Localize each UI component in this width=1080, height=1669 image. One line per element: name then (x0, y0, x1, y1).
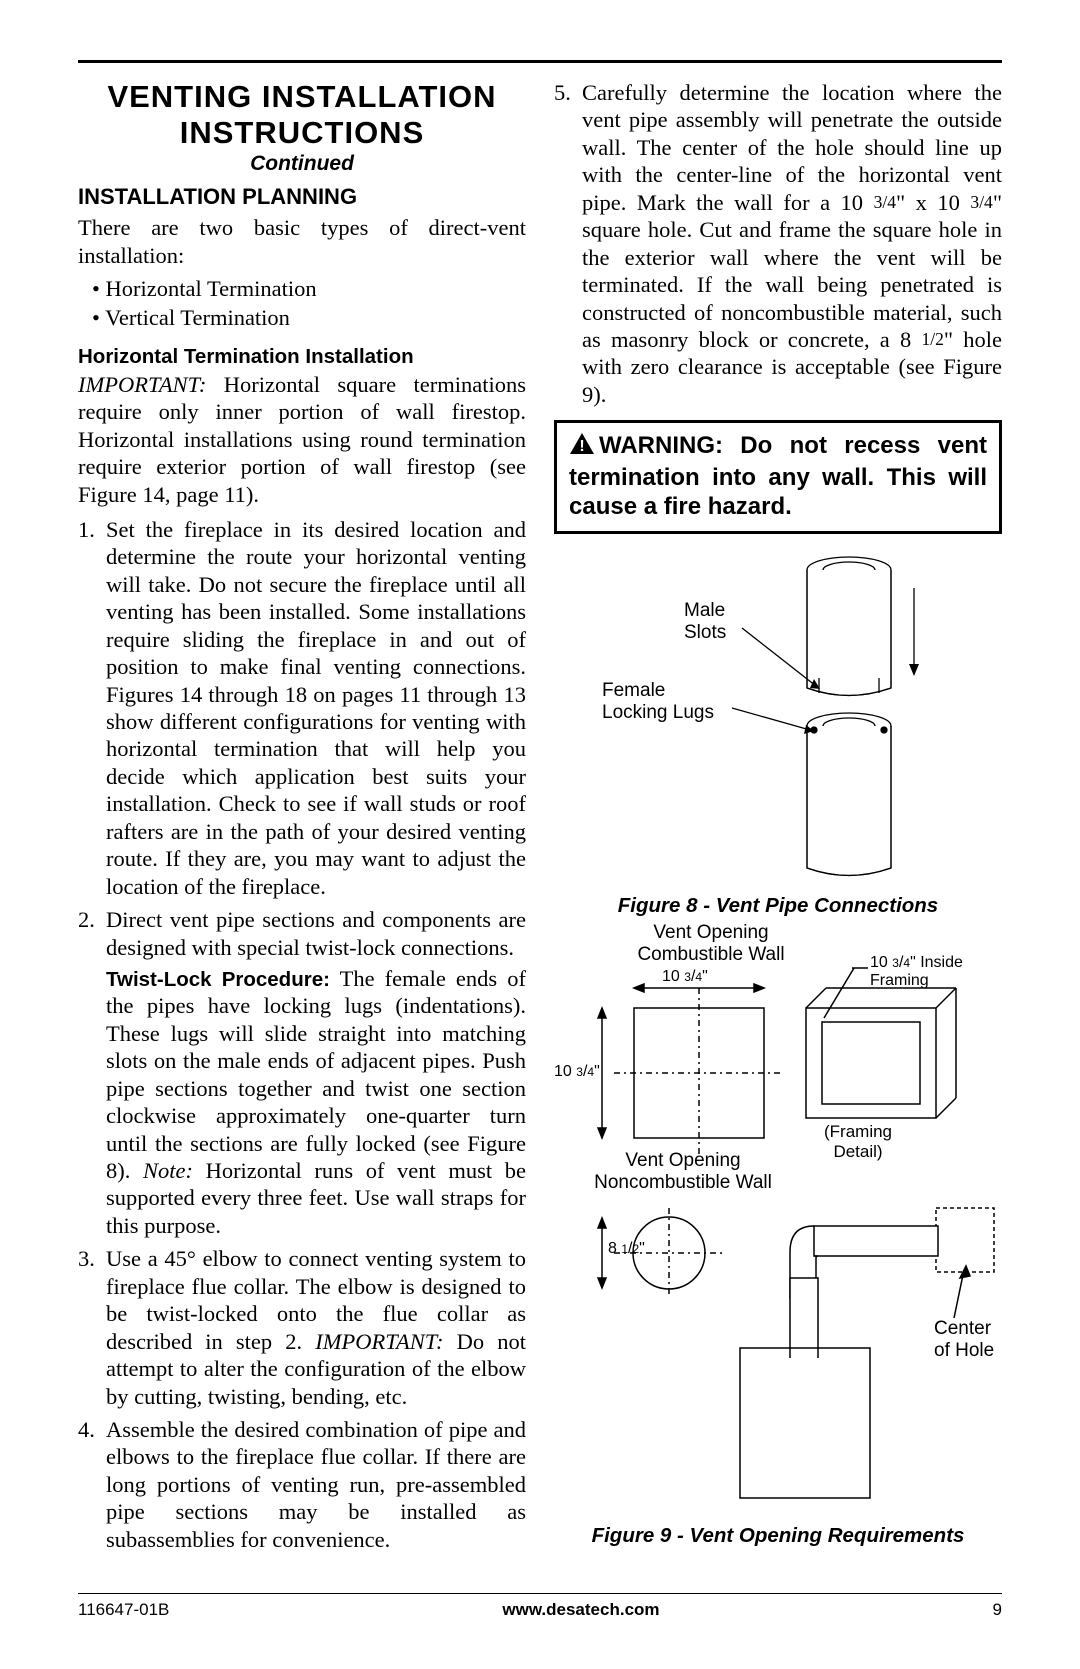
twist-lock-text: The female ends of the pipes have lockin… (106, 966, 526, 1183)
important-label: IMPORTANT: (78, 372, 206, 397)
page: VENTING INSTALLATION INSTRUCTIONS Contin… (78, 60, 1002, 1620)
step-2-lead: Direct vent pipe sections and components… (106, 907, 526, 959)
bullet-horizontal: Horizontal Termination (92, 275, 526, 304)
label-center-of-hole: Center of Hole (934, 1318, 994, 1362)
label-vent-opening-combustible: Vent Opening Combustible Wall (626, 922, 796, 966)
page-footer: 116647-01B www.desatech.com 9 (78, 1593, 1002, 1620)
heading-line-2: INSTRUCTIONS (78, 115, 526, 151)
label-male-slots: Male Slots (684, 600, 726, 644)
step-3-important-label: IMPORTANT: (315, 1329, 443, 1354)
horizontal-termination-heading: Horizontal Termination Installation (78, 345, 526, 369)
label-female-lugs: Female Locking Lugs (602, 680, 714, 724)
label-dim-10-34-top: 10 3/4" (662, 968, 708, 986)
planning-heading: INSTALLATION PLANNING (78, 184, 526, 210)
warning-triangle-icon: ! (569, 432, 595, 462)
main-heading: VENTING INSTALLATION INSTRUCTIONS (78, 79, 526, 150)
step-5-dim-2: 3/4 (970, 192, 992, 212)
installation-steps: Set the fireplace in its desired locatio… (78, 516, 526, 1553)
label-dim-10-34-left: 10 3/4" (554, 1063, 600, 1081)
important-note: IMPORTANT: Horizontal square termination… (78, 371, 526, 508)
footer-doc-id: 116647-01B (78, 1600, 169, 1620)
step-4: Assemble the desired combination of pipe… (78, 1416, 526, 1553)
heading-line-1: VENTING INSTALLATION (78, 79, 526, 115)
note-label: Note: (143, 1158, 193, 1183)
footer-page-number: 9 (993, 1600, 1002, 1620)
two-column-layout: VENTING INSTALLATION INSTRUCTIONS Contin… (78, 79, 1002, 1559)
svg-text:!: ! (579, 438, 584, 455)
figure-8: Male Slots Female Locking Lugs (554, 548, 1002, 888)
twist-lock-procedure: Twist-Lock Procedure: The female ends of… (106, 965, 526, 1239)
figure-9: Vent Opening Combustible Wall 10 3/4" 10… (554, 918, 1002, 1518)
step-5-dim-3: 1/2 (921, 329, 943, 349)
step-5-b: " x 10 (896, 190, 970, 215)
step-1: Set the fireplace in its desired locatio… (78, 516, 526, 900)
step-5: Carefully determine the location where t… (554, 79, 1002, 408)
warning-text: WARNING: Do not recess vent termination … (569, 432, 987, 520)
right-column: Carefully determine the location where t… (554, 79, 1002, 1559)
bullet-vertical: Vertical Termination (92, 304, 526, 333)
left-column: VENTING INSTALLATION INSTRUCTIONS Contin… (78, 79, 526, 1559)
figure-9-svg (554, 918, 1002, 1518)
footer-url: www.desatech.com (502, 1600, 659, 1620)
figure-9-caption: Figure 9 - Vent Opening Requirements (554, 1524, 1002, 1548)
label-vent-opening-noncombustible: Vent Opening Noncombustible Wall (588, 1150, 778, 1194)
termination-types-list: Horizontal Termination Vertical Terminat… (92, 275, 526, 333)
warning-box: ! WARNING: Do not recess vent terminatio… (554, 420, 1002, 534)
intro-text: There are two basic types of direct-vent… (78, 214, 526, 269)
continued-label: Continued (78, 152, 526, 176)
top-rule (78, 60, 1002, 63)
label-framing-detail: (Framing Detail) (824, 1122, 892, 1161)
twist-lock-label: Twist-Lock Procedure: (106, 968, 330, 991)
label-dim-10-34-framing: 10 3/4" Inside Framing (870, 954, 1002, 991)
step-2: Direct vent pipe sections and components… (78, 906, 526, 1239)
step-3: Use a 45° elbow to connect venting syste… (78, 1245, 526, 1410)
step-5-dim-1: 3/4 (874, 192, 896, 212)
figure-8-caption: Figure 8 - Vent Pipe Connections (554, 894, 1002, 918)
label-dim-8-12: 8 1/2" (608, 1240, 645, 1258)
